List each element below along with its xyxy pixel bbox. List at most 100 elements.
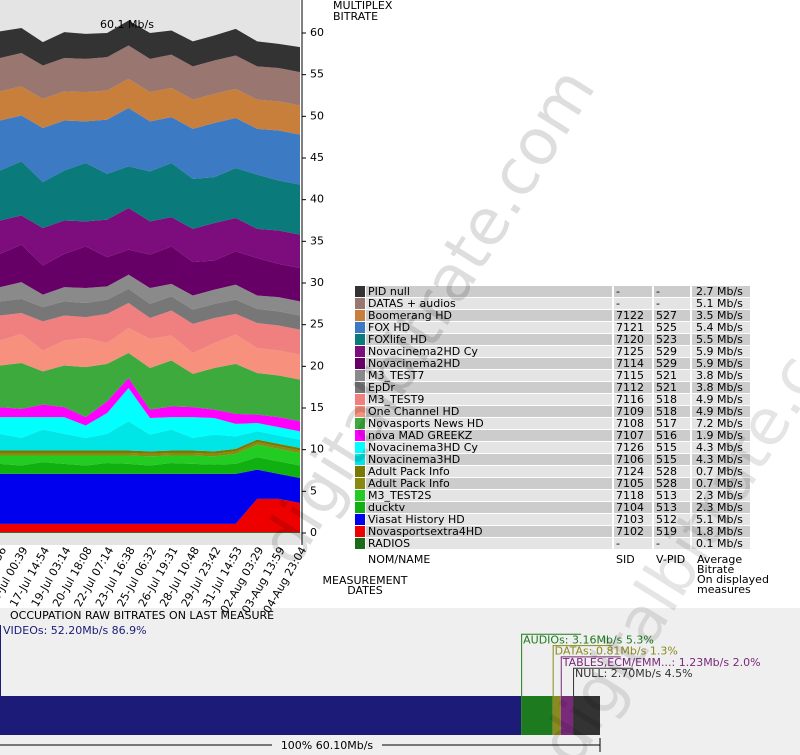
color-swatch — [355, 430, 365, 441]
color-swatch — [355, 502, 365, 513]
vpid: 515 — [656, 441, 677, 454]
vpid: 512 — [656, 513, 677, 526]
color-swatch — [355, 298, 365, 309]
row-background — [654, 430, 690, 441]
row-background — [654, 298, 690, 309]
average-bitrate: 5.1 Mb/s — [696, 297, 743, 310]
average-bitrate: 4.3 Mb/s — [696, 441, 743, 454]
row-background — [654, 310, 690, 321]
channel-name: Novacinema2HD — [368, 357, 460, 370]
row-background — [614, 358, 652, 369]
row-background — [366, 382, 612, 393]
color-swatch — [355, 334, 365, 345]
area — [0, 288, 300, 330]
channel-name: EpDr — [368, 381, 395, 394]
channel-name: M3_TEST2S — [368, 489, 431, 502]
sid: - — [616, 285, 620, 298]
vpid: 518 — [656, 393, 677, 406]
area — [0, 469, 300, 524]
row-background — [654, 490, 690, 501]
area — [0, 108, 300, 185]
average-bitrate: 3.8 Mb/s — [696, 381, 743, 394]
row-background — [614, 370, 652, 381]
row-background — [654, 394, 690, 405]
average-bitrate: 0.1 Mb/s — [696, 537, 743, 550]
row-background — [614, 526, 652, 537]
average-bitrate: 4.9 Mb/s — [696, 405, 743, 418]
vpid: 529 — [656, 357, 677, 370]
sid: 7107 — [616, 429, 644, 442]
row-background — [654, 346, 690, 357]
row-background — [614, 502, 652, 513]
vpid: 528 — [656, 465, 677, 478]
row-background — [366, 526, 612, 537]
row-background — [692, 430, 750, 441]
vpid: 516 — [656, 429, 677, 442]
average-bitrate: 3.8 Mb/s — [696, 369, 743, 382]
area — [0, 274, 300, 316]
row-background — [366, 538, 612, 549]
average-bitrate: 4.3 Mb/s — [696, 453, 743, 466]
sid: 7104 — [616, 501, 644, 514]
column-header: Bitrate — [697, 563, 734, 576]
row-background — [366, 418, 612, 429]
column-header: Average — [697, 553, 742, 566]
total-label-background — [272, 738, 382, 752]
channel-name: M3_TEST9 — [368, 393, 424, 406]
row-background — [614, 466, 652, 477]
column-header: On displayed — [697, 573, 769, 586]
sid: - — [616, 297, 620, 310]
vpid: 518 — [656, 405, 677, 418]
channel-name: Adult Pack Info — [368, 465, 450, 478]
area — [0, 457, 300, 478]
y-tick-label: 15 — [310, 401, 324, 414]
row-background — [692, 442, 750, 453]
area — [0, 378, 300, 432]
row-background — [366, 466, 612, 477]
row-background — [654, 478, 690, 489]
row-background — [692, 406, 750, 417]
channel-name: FOX HD — [368, 321, 410, 334]
y-tick-label: 50 — [310, 109, 324, 122]
color-swatch — [355, 358, 365, 369]
channel-name: nova MAD GREEKZ — [368, 429, 473, 442]
row-background — [692, 334, 750, 345]
average-bitrate: 1.8 Mb/s — [696, 525, 743, 538]
row-background — [366, 334, 612, 345]
row-background — [614, 310, 652, 321]
row-background — [654, 370, 690, 381]
sid: 7114 — [616, 357, 644, 370]
row-background — [692, 310, 750, 321]
row-background — [366, 514, 612, 525]
color-swatch — [355, 286, 365, 297]
column-header: V-PID — [656, 553, 685, 566]
row-background — [692, 322, 750, 333]
vpid: 519 — [656, 525, 677, 538]
area — [0, 388, 300, 440]
color-swatch — [355, 490, 365, 501]
y-tick-label: 55 — [310, 68, 324, 81]
channel-name: Viasat History HD — [368, 513, 465, 526]
row-background — [366, 454, 612, 465]
average-bitrate: 2.3 Mb/s — [696, 489, 743, 502]
row-background — [614, 286, 652, 297]
average-bitrate: 1.9 Mb/s — [696, 429, 743, 442]
row-background — [614, 490, 652, 501]
channel-name: DATAS + audios — [368, 297, 456, 310]
row-background — [614, 394, 652, 405]
row-background — [654, 454, 690, 465]
average-bitrate: 5.4 Mb/s — [696, 321, 743, 334]
vpid: 521 — [656, 369, 677, 382]
channel-name: Novacinema2HD Cy — [368, 345, 478, 358]
y-tick-label: 40 — [310, 193, 324, 206]
area — [0, 161, 300, 235]
row-background — [654, 418, 690, 429]
occupation-segment — [0, 696, 522, 735]
occupation-segment — [552, 696, 561, 735]
row-background — [654, 406, 690, 417]
row-background — [654, 466, 690, 477]
channel-name: PID null — [368, 285, 410, 298]
channel-name: Adult Pack Info — [368, 477, 450, 490]
channel-name: Novasports News HD — [368, 417, 484, 430]
